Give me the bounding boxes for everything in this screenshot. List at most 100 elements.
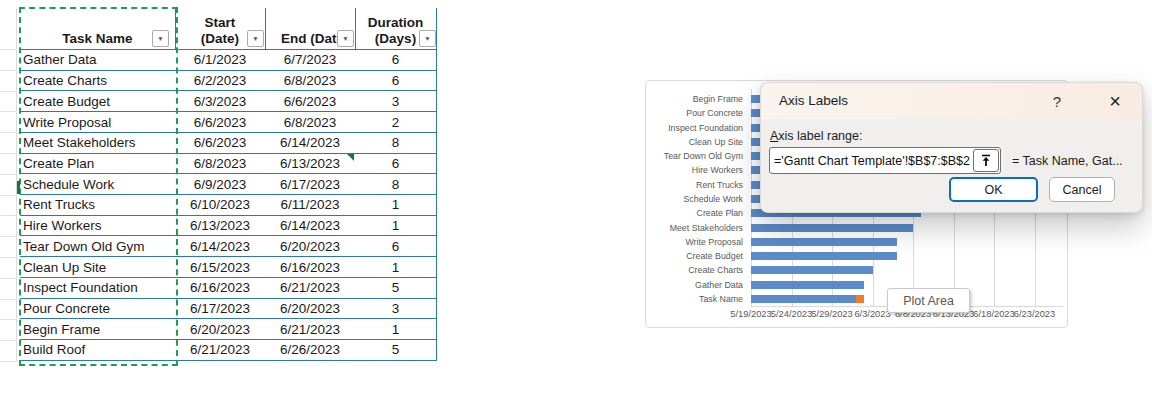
- start-date-cell[interactable]: 6/6/2023: [175, 115, 265, 130]
- end-date-cell[interactable]: 6/7/2023: [265, 52, 355, 67]
- duration-cell[interactable]: 2: [355, 115, 436, 130]
- filter-button-start-date[interactable]: ▼: [247, 30, 264, 47]
- chart-category-label[interactable]: Create Charts: [646, 265, 743, 275]
- axis-label-range-input[interactable]: [769, 147, 1001, 174]
- close-icon[interactable]: ×: [1101, 83, 1129, 119]
- duration-cell[interactable]: 5: [355, 280, 436, 295]
- duration-cell[interactable]: 8: [355, 135, 436, 150]
- start-date-cell[interactable]: 6/2/2023: [175, 73, 265, 88]
- start-date-cell[interactable]: 6/17/2023: [175, 301, 265, 316]
- duration-cell[interactable]: 3: [355, 94, 436, 109]
- chart-category-label[interactable]: Inspect Foundation: [646, 123, 743, 133]
- filter-button-end-date[interactable]: ▼: [337, 30, 354, 47]
- end-date-cell[interactable]: 6/26/2023: [265, 342, 355, 357]
- start-date-cell[interactable]: 6/20/2023: [175, 322, 265, 337]
- start-date-cell[interactable]: 6/21/2023: [175, 342, 265, 357]
- task-name-cell[interactable]: Create Plan: [20, 156, 175, 171]
- chart-bar-start-date[interactable]: [751, 238, 897, 246]
- cancel-button[interactable]: Cancel: [1049, 177, 1115, 202]
- duration-cell[interactable]: 1: [355, 218, 436, 233]
- task-name-cell[interactable]: Write Proposal: [20, 115, 175, 130]
- duration-cell[interactable]: 3: [355, 301, 436, 316]
- start-date-cell[interactable]: 6/8/2023: [175, 156, 265, 171]
- x-axis-tick-label[interactable]: 6/18/2023: [973, 309, 1014, 319]
- task-name-cell[interactable]: Clean Up Site: [20, 260, 175, 275]
- chart-category-label[interactable]: Hire Workers: [646, 165, 743, 175]
- chart-category-label[interactable]: Create Budget: [646, 251, 743, 261]
- start-date-cell[interactable]: 6/13/2023: [175, 218, 265, 233]
- duration-cell[interactable]: 6: [355, 73, 436, 88]
- end-date-cell[interactable]: 6/8/2023: [265, 73, 355, 88]
- spreadsheet-table: Task Name Start (Date) End (Date) Durati…: [20, 8, 437, 361]
- task-name-cell[interactable]: Pour Concrete: [20, 301, 175, 316]
- task-name-cell[interactable]: Create Budget: [20, 94, 175, 109]
- chart-category-label[interactable]: Schedule Work: [646, 194, 743, 204]
- duration-cell[interactable]: 6: [355, 156, 436, 171]
- end-date-cell[interactable]: 6/14/2023: [265, 135, 355, 150]
- task-name-cell[interactable]: Begin Frame: [20, 322, 175, 337]
- filter-button-duration[interactable]: ▼: [419, 30, 436, 47]
- chart-category-label[interactable]: Rent Trucks: [646, 180, 743, 190]
- chart-category-label[interactable]: Tear Down Old Gym: [646, 151, 743, 161]
- ok-button[interactable]: OK: [949, 177, 1038, 202]
- chart-bar-start-date[interactable]: [751, 266, 873, 274]
- end-date-cell[interactable]: 6/14/2023: [265, 218, 355, 233]
- chart-category-label[interactable]: Pour Concrete: [646, 108, 743, 118]
- duration-cell[interactable]: 1: [355, 260, 436, 275]
- end-date-cell[interactable]: 6/11/2023: [265, 197, 355, 212]
- start-date-cell[interactable]: 6/3/2023: [175, 94, 265, 109]
- duration-cell[interactable]: 5: [355, 342, 436, 357]
- chart-category-label[interactable]: Create Plan: [646, 208, 743, 218]
- x-axis-tick-label[interactable]: 5/29/2023: [811, 309, 852, 319]
- x-axis-tick-label[interactable]: 6/23/2023: [1014, 309, 1055, 319]
- duration-cell[interactable]: 1: [355, 197, 436, 212]
- task-name-cell[interactable]: Create Charts: [20, 73, 175, 88]
- start-date-cell[interactable]: 6/14/2023: [175, 239, 265, 254]
- chart-category-label[interactable]: Gather Data: [646, 280, 743, 290]
- chart-category-label[interactable]: Begin Frame: [646, 94, 743, 104]
- chart-bar-start-date[interactable]: [751, 281, 864, 289]
- x-axis-tick-label[interactable]: 5/24/2023: [771, 309, 812, 319]
- end-date-cell[interactable]: 6/6/2023: [265, 94, 355, 109]
- task-name-cell[interactable]: Rent Trucks: [20, 197, 175, 212]
- end-date-cell[interactable]: 6/20/2023: [265, 301, 355, 316]
- duration-cell[interactable]: 6: [355, 239, 436, 254]
- end-date-cell[interactable]: 6/21/2023: [265, 280, 355, 295]
- start-date-cell[interactable]: 6/10/2023: [175, 197, 265, 212]
- chart-bar-duration[interactable]: [856, 295, 864, 303]
- task-name-cell[interactable]: Gather Data: [20, 52, 175, 67]
- chart-category-label[interactable]: Clean Up Site: [646, 137, 743, 147]
- end-date-cell[interactable]: 6/13/2023: [265, 156, 355, 171]
- task-name-cell[interactable]: Schedule Work: [20, 177, 175, 192]
- chart-category-label[interactable]: Task Name: [646, 294, 743, 304]
- task-name-cell[interactable]: Meet Stakeholders: [20, 135, 175, 150]
- duration-cell[interactable]: 8: [355, 177, 436, 192]
- help-icon[interactable]: ?: [1045, 83, 1069, 119]
- duration-cell[interactable]: 6: [355, 52, 436, 67]
- x-axis-tick-label[interactable]: 6/3/2023: [854, 309, 890, 319]
- duration-cell[interactable]: 1: [355, 322, 436, 337]
- chart-category-label[interactable]: Write Proposal: [646, 237, 743, 247]
- chart-bar-start-date[interactable]: [751, 224, 913, 232]
- end-date-cell[interactable]: 6/16/2023: [265, 260, 355, 275]
- task-name-cell[interactable]: Build Roof: [20, 342, 175, 357]
- end-date-cell[interactable]: 6/8/2023: [265, 115, 355, 130]
- end-date-cell[interactable]: 6/17/2023: [265, 177, 355, 192]
- start-date-cell[interactable]: 6/9/2023: [175, 177, 265, 192]
- start-date-cell[interactable]: 6/1/2023: [175, 52, 265, 67]
- x-axis-tick-label[interactable]: 5/19/2023: [730, 309, 771, 319]
- task-name-cell[interactable]: Tear Down Old Gym: [20, 239, 175, 254]
- collapse-dialog-button[interactable]: [973, 149, 999, 172]
- chart-bar-start-date[interactable]: [751, 252, 897, 260]
- task-name-cell[interactable]: Hire Workers: [20, 218, 175, 233]
- filter-button-task-name[interactable]: ▼: [152, 30, 169, 47]
- start-date-cell[interactable]: 6/15/2023: [175, 260, 265, 275]
- chart-bar-start-date[interactable]: [751, 295, 856, 303]
- start-date-cell[interactable]: 6/6/2023: [175, 135, 265, 150]
- start-date-cell[interactable]: 6/16/2023: [175, 280, 265, 295]
- end-date-cell[interactable]: 6/20/2023: [265, 239, 355, 254]
- task-name-cell[interactable]: Inspect Foundation: [20, 280, 175, 295]
- dialog-titlebar[interactable]: Axis Labels ? ×: [761, 83, 1142, 119]
- end-date-cell[interactable]: 6/21/2023: [265, 322, 355, 337]
- chart-category-label[interactable]: Meet Stakeholders: [646, 223, 743, 233]
